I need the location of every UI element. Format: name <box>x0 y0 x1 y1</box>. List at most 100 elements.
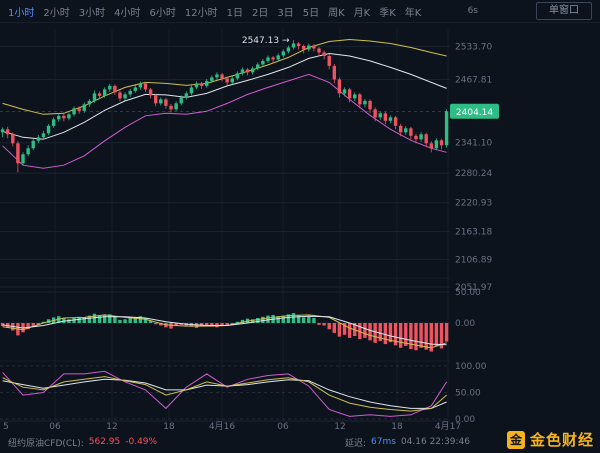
macd-hist-bar <box>296 314 301 323</box>
chart-area[interactable]: 2533.70 2467.81 2341.10 2280.24 2220.93 2163.… <box>0 23 600 431</box>
period-tab-年K[interactable]: 年K <box>404 7 422 19</box>
period-tab-周K[interactable]: 周K <box>328 7 345 19</box>
candle-body <box>87 100 92 105</box>
band-lower-line <box>2 73 447 169</box>
candle-countdown: 6s <box>467 6 478 16</box>
candle-body <box>128 90 132 95</box>
period-tab-12小时[interactable]: 12小时 <box>184 7 218 19</box>
window-mode-button[interactable]: 单窗口 <box>536 2 592 20</box>
candle-body <box>123 94 127 99</box>
macd-hist-bar <box>393 323 398 346</box>
macd-hist-bar <box>322 323 326 326</box>
macd-hist-bar <box>286 314 291 323</box>
candle-body <box>322 52 326 56</box>
candle-body <box>179 97 183 104</box>
candle-body <box>138 83 143 88</box>
candle-body <box>97 93 102 96</box>
period-tab-2小时[interactable]: 2小时 <box>43 7 70 19</box>
latency-label: 延迟: <box>344 438 367 449</box>
macd-hist-bar <box>220 323 224 327</box>
macd-hist-bar <box>77 316 81 323</box>
last-price-text: 2404.14 <box>456 108 493 118</box>
macd-hist-bar <box>398 323 403 348</box>
macd-hist-bar <box>36 323 41 325</box>
macd-hist-bar <box>128 318 132 323</box>
candle-body <box>164 99 168 106</box>
jinse-brand-text: 金色财经 <box>529 431 594 449</box>
time-axis-label: 4月17 <box>435 421 461 431</box>
candle-body <box>266 57 270 61</box>
candle-body <box>199 83 204 86</box>
candlestick-chart[interactable]: 2533.70 2467.81 2341.10 2280.24 2220.93 2163.… <box>0 23 600 431</box>
candle-body <box>41 133 46 138</box>
macd-hist-bar <box>26 323 30 330</box>
candle-body <box>118 92 122 99</box>
macd-hist-bar <box>358 323 362 340</box>
candle-body <box>347 89 352 99</box>
macd-hist-bar <box>307 316 311 323</box>
period-tab-1小时[interactable]: 1小时 <box>8 7 35 19</box>
candle-body <box>240 69 245 74</box>
candle-body <box>388 117 393 121</box>
macd-hist-bar <box>404 323 408 346</box>
candle-body <box>317 48 321 53</box>
period-tab-月K[interactable]: 月K <box>353 7 371 19</box>
macd-hist-bar <box>276 316 280 323</box>
candle-body <box>62 115 66 119</box>
candle-body <box>205 80 209 86</box>
period-tab-1日[interactable]: 1日 <box>226 7 243 19</box>
price-axis-label: 2467.81 <box>455 76 492 86</box>
candle-body <box>51 119 56 126</box>
candle-body <box>291 43 296 48</box>
period-tab-4小时[interactable]: 4小时 <box>114 7 141 19</box>
candle-body <box>108 85 112 90</box>
candle-body <box>353 94 357 99</box>
period-tab-3小时[interactable]: 3小时 <box>78 7 106 19</box>
candle-body <box>174 103 178 110</box>
candle-body <box>302 45 306 50</box>
candle-body <box>312 45 316 49</box>
candle-body <box>332 65 337 80</box>
last-price-badge <box>450 103 499 119</box>
macd-axis-label: 0.00 <box>455 319 475 329</box>
macd-hist-bar <box>102 314 107 323</box>
macd-hist-bar <box>409 323 413 350</box>
macd-hist-bar <box>424 323 428 350</box>
candle-body <box>393 117 398 126</box>
macd-hist-bar <box>174 323 178 327</box>
time-axis-label: 5 <box>3 422 9 431</box>
candle-body <box>327 55 331 66</box>
price-axis-label: 2051.97 <box>455 283 492 293</box>
candle-body <box>235 73 240 79</box>
connection-status: 延迟: 67ms 04.16 22:39:46 <box>345 436 470 449</box>
candle-body <box>256 64 260 69</box>
candle-body <box>342 89 347 94</box>
price-axis-label: 2341.10 <box>455 139 492 149</box>
period-tab-2日[interactable]: 2日 <box>251 7 269 19</box>
candle-body <box>434 140 439 149</box>
macd-hist-bar <box>118 319 122 323</box>
candle-body <box>159 99 163 104</box>
period-tab-5日[interactable]: 5日 <box>302 7 320 19</box>
macd-hist-bar <box>0 323 5 327</box>
macd-hist-bar <box>261 316 265 323</box>
macd-hist-bar <box>429 323 433 352</box>
macd-hist-bar <box>82 317 86 323</box>
candle-body <box>368 100 372 110</box>
macd-hist-bar <box>378 323 382 341</box>
candle-body <box>46 125 51 134</box>
macd-dea-line <box>2 315 447 346</box>
candle-body <box>57 115 61 120</box>
time-axis-label: 06 <box>49 422 61 431</box>
macd-hist-bar <box>194 323 199 328</box>
kdj-d-line <box>2 378 447 409</box>
period-tab-3日[interactable]: 3日 <box>277 7 294 19</box>
period-tab-季K[interactable]: 季K <box>379 7 396 19</box>
candle-body <box>230 78 234 83</box>
macd-hist-bar <box>373 323 377 343</box>
candle-body <box>189 87 194 94</box>
period-tab-6小时[interactable]: 6小时 <box>149 7 176 19</box>
macd-hist-bar <box>266 315 270 323</box>
macd-hist-bar <box>123 319 127 323</box>
macd-hist-bar <box>291 313 296 323</box>
